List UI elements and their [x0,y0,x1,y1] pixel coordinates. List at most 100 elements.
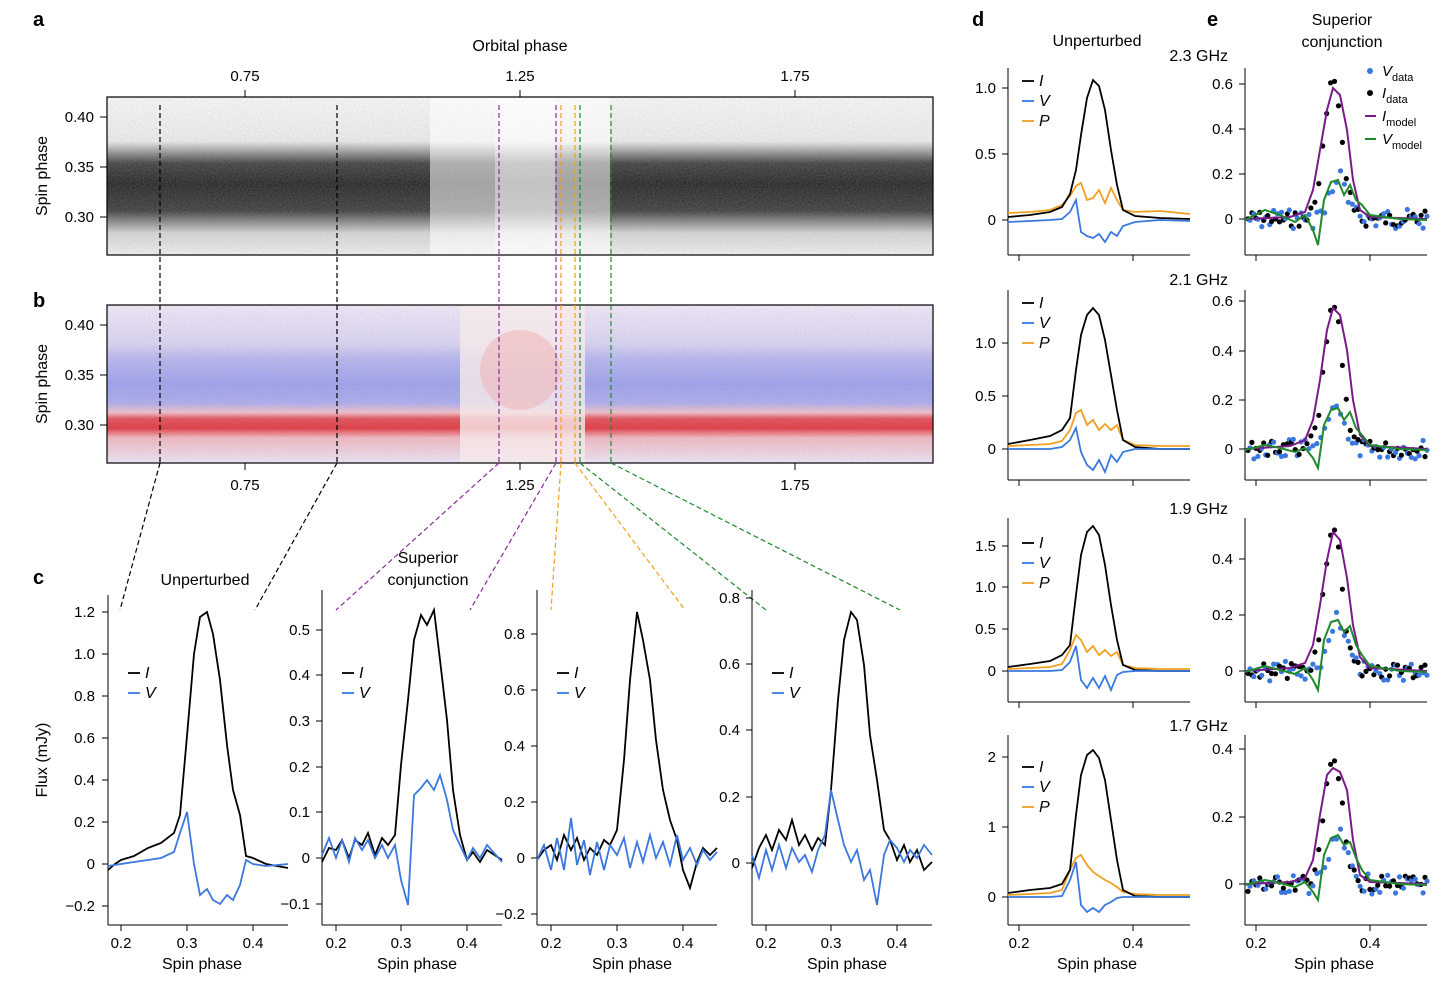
d1-ytick-2: 0 [988,212,996,229]
e4-line-Imodel [1244,766,1428,885]
e-point-vdata [1396,874,1403,880]
c1-xtick-0: 0.2 [111,935,132,952]
e-point-vdata [1306,890,1312,897]
c2-ytick-1: 0.4 [289,667,310,684]
e-point-vdata [1278,889,1285,896]
e-point-idata [1383,883,1389,889]
d1-legend: I V P [1022,73,1051,130]
e-point-vdata [1416,672,1422,678]
e-point-idata [1308,667,1314,673]
panel-c-sub2: 0.5 0.4 0.3 0.2 0.1 0 −0.1 0.2 0.3 0.4 S… [280,590,503,973]
e-point-vdata [1341,181,1347,187]
d4-legend-P: P [1039,799,1050,816]
e-point-idata [1418,212,1424,218]
e-point-vdata [1381,211,1387,217]
e-point-vdata [1373,886,1379,892]
d1-legend-V: V [1039,93,1051,110]
d-freq-2: 1.9 GHz [1169,501,1228,518]
e-point-idata [1312,425,1318,431]
d4-legend-V: V [1039,779,1051,796]
e-point-idata [1308,205,1314,211]
d3-line-V [1008,645,1190,693]
d3-line-I [1007,524,1190,672]
e-point-vdata [1400,885,1406,891]
e4-line-Vmodel [1244,833,1428,903]
c2-ytick-3: 0.2 [289,759,310,776]
e-legend-vdata: Vdata [1382,63,1414,84]
e-point-vdata [1310,883,1316,889]
e-point-idata [1272,671,1279,677]
panel-e-xtick-1: 0.4 [1360,935,1381,952]
e2-line-Imodel [1244,306,1428,450]
panel-a-ytick-1: 0.35 [65,159,94,176]
e-point-vdata [1357,213,1363,219]
e-point-vdata [1259,672,1265,679]
panel-a-heatmap [106,96,934,256]
panel-a-yticks: 0.40 0.35 0.30 [65,109,107,226]
d2-legend-V: V [1039,315,1051,332]
e-point-vdata [1341,420,1347,426]
e-legend-vmodel: Vmodel [1382,131,1422,152]
e-point-idata [1355,437,1361,443]
e1-line-Vmodel [1244,178,1428,246]
c3-xtick-2: 0.4 [673,935,694,952]
d3-legend-P: P [1039,575,1050,592]
panel-b-ytick-0: 0.40 [65,317,94,334]
e-point-vdata [1392,890,1399,896]
d1-ytick-0: 1.0 [975,80,996,97]
d3-ytick-0: 1.5 [975,538,996,555]
c3-ytick-4: 0 [517,850,525,867]
e-point-vdata [1251,674,1257,680]
e-point-idata [1375,447,1381,453]
e-row3: 0.4 0.2 0 [1212,518,1430,708]
e-point-idata [1312,199,1318,205]
panel-e-xtick-0: 0.2 [1246,935,1267,952]
d-freq-1: 2.1 GHz [1169,272,1228,289]
e1-ytick-2: 0.2 [1212,166,1233,183]
e-point-vdata [1330,189,1336,195]
e-point-idata [1383,440,1389,446]
e-point-vdata [1274,874,1281,880]
e-point-idata [1359,673,1365,679]
e-point-vdata [1408,661,1414,667]
e-point-vdata [1412,876,1418,882]
e-point-idata [1394,662,1401,668]
c2-xlabel: Spin phase [377,956,457,973]
e-point-vdata [1337,168,1344,174]
d1-line-I [1007,78,1191,220]
e-point-vdata [1424,672,1430,678]
e-point-idata [1284,675,1290,682]
e-point-vdata [1400,677,1406,683]
c3-xtick-1: 0.3 [607,935,628,952]
e-point-vdata [1357,453,1363,459]
c4-legend: I V [772,665,801,702]
c3-legend-I: I [574,665,579,682]
panel-c-ylabel: Flux (mJy) [34,723,51,798]
d2-legend-P: P [1039,335,1050,352]
e-point-vdata [1385,454,1391,460]
e2-ytick-2: 0.2 [1212,392,1233,409]
c4-xtick-1: 0.3 [821,935,842,952]
e-point-vdata [1353,873,1359,879]
e4-ytick-1: 0.2 [1212,809,1233,826]
e1-points [1245,78,1430,231]
d-freq-3: 1.7 GHz [1169,718,1228,735]
e-legend: Vdata Idata Imodel Vmodel [1365,63,1422,152]
c4-ytick-4: 0 [732,855,740,872]
e-point-vdata [1381,677,1387,683]
c1-xtick-2: 0.4 [243,935,264,952]
e-point-idata [1347,645,1353,651]
d4-ytick-1: 1 [988,819,996,836]
panel-b-xticks: 0.75 1.25 1.75 [230,463,810,494]
e-point-idata [1269,883,1275,889]
e-point-idata [1316,637,1322,643]
e-legend-imodel: Imodel [1382,108,1416,129]
e-point-vdata [1271,439,1277,445]
e-point-idata [1280,885,1286,891]
e-point-idata [1335,544,1342,550]
d1-legend-I: I [1039,73,1044,90]
d-row4: 1.7 GHz 2 1 0 I V P [988,718,1228,931]
e3-points [1245,527,1430,684]
d2-ytick-2: 0 [988,441,996,458]
